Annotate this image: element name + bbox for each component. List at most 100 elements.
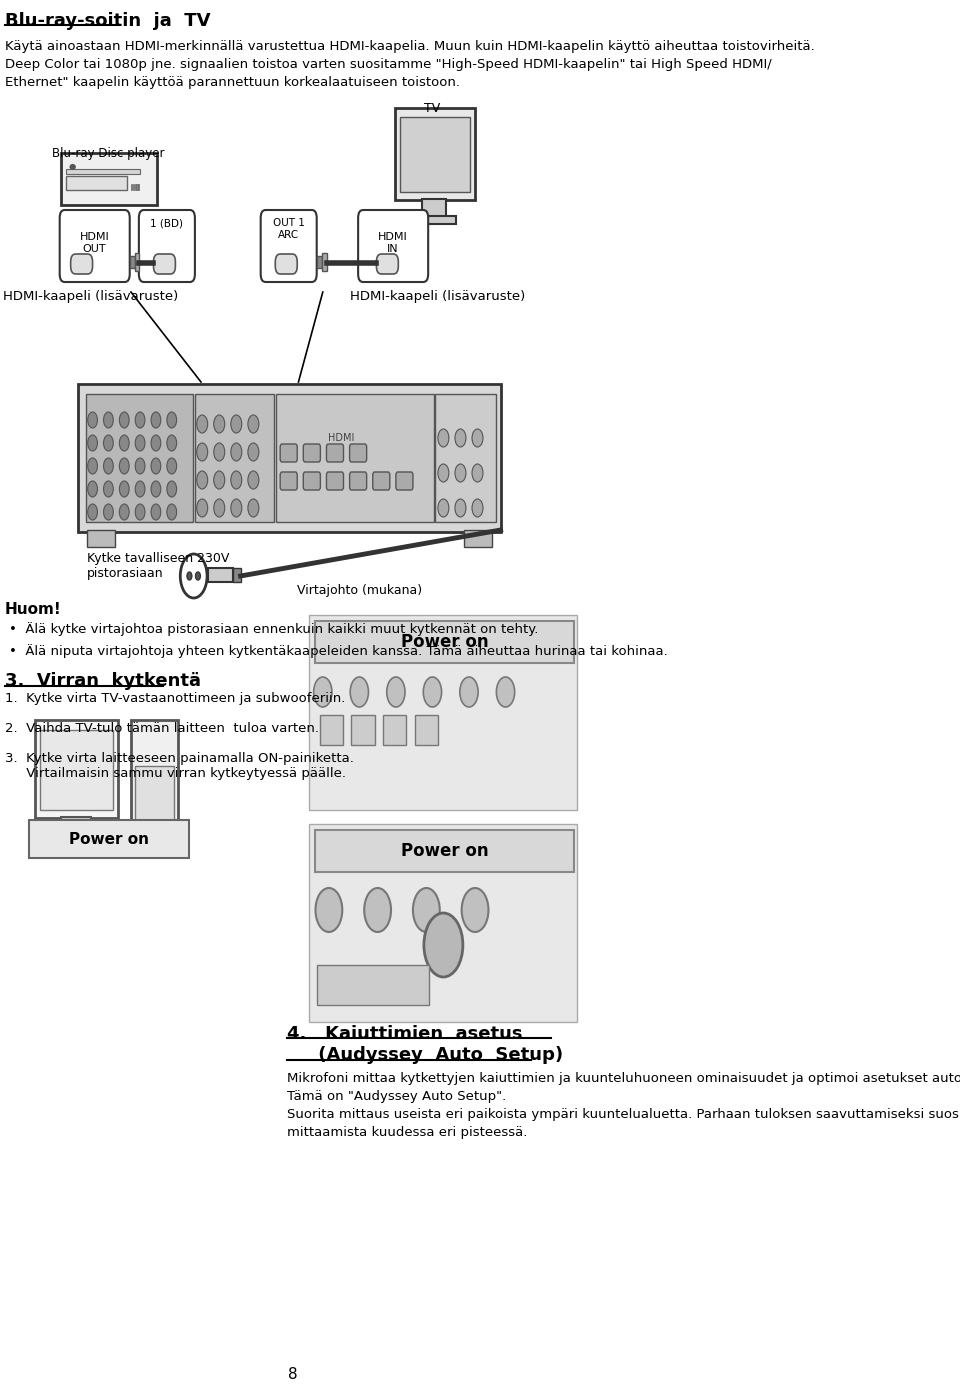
- Bar: [276, 393, 434, 522]
- FancyBboxPatch shape: [303, 472, 321, 490]
- Circle shape: [167, 482, 177, 497]
- Bar: [131, 183, 132, 190]
- Circle shape: [214, 498, 225, 517]
- Bar: [134, 183, 135, 190]
- Circle shape: [462, 888, 489, 932]
- Circle shape: [87, 482, 98, 497]
- FancyBboxPatch shape: [372, 472, 390, 490]
- Circle shape: [423, 678, 442, 707]
- Circle shape: [248, 498, 259, 517]
- Bar: [131, 720, 179, 832]
- Text: Power on: Power on: [69, 832, 149, 847]
- Text: Käytä ainoastaan HDMI-merkinnällä varustettua HDMI-kaapelia. Muun kuin HDMI-kaap: Käytä ainoastaan HDMI-merkinnällä varust…: [5, 41, 815, 53]
- Bar: [464, 531, 492, 547]
- Text: 4.   Kaiuttimien  asetus
     (Audyssey  Auto  Setup): 4. Kaiuttimien asetus (Audyssey Auto Set…: [287, 1025, 564, 1064]
- Circle shape: [230, 470, 242, 489]
- Circle shape: [167, 458, 177, 475]
- Circle shape: [104, 435, 113, 451]
- Bar: [413, 216, 456, 224]
- FancyBboxPatch shape: [139, 210, 195, 281]
- Circle shape: [119, 504, 130, 519]
- Circle shape: [151, 412, 160, 428]
- Circle shape: [230, 414, 242, 433]
- Circle shape: [135, 504, 145, 519]
- Text: ●: ●: [68, 162, 76, 171]
- Bar: [316, 622, 574, 664]
- Bar: [351, 715, 374, 745]
- Circle shape: [151, 435, 160, 451]
- Text: •  Älä niputa virtajohtoja yhteen kytkentäkaapeleiden kanssa. Tämä aiheuttaa hur: • Älä niputa virtajohtoja yhteen kytkent…: [9, 644, 667, 658]
- Circle shape: [135, 412, 145, 428]
- Circle shape: [472, 498, 483, 517]
- Circle shape: [119, 482, 130, 497]
- Bar: [36, 720, 117, 818]
- Circle shape: [151, 504, 160, 519]
- Circle shape: [197, 442, 207, 461]
- Bar: [399, 118, 470, 192]
- FancyBboxPatch shape: [396, 472, 413, 490]
- Bar: [135, 766, 174, 825]
- Bar: [134, 253, 139, 272]
- Circle shape: [167, 504, 177, 519]
- Bar: [320, 715, 343, 745]
- Text: HDMI
OUT: HDMI OUT: [80, 232, 109, 253]
- Text: OUT 1
ARC: OUT 1 ARC: [273, 218, 304, 239]
- Bar: [60, 818, 91, 832]
- Text: Deep Color tai 1080p jne. signaalien toistoa varten suositamme "High-Speed HDMI-: Deep Color tai 1080p jne. signaalien toi…: [5, 57, 772, 71]
- Bar: [316, 830, 574, 872]
- Text: Blu-ray-soitin  ja  TV: Blu-ray-soitin ja TV: [5, 13, 210, 29]
- Circle shape: [248, 442, 259, 461]
- Bar: [87, 531, 114, 547]
- Text: Mikrofoni mittaa kytkettyjen kaiuttimien ja kuunteluhuoneen ominaisuudet ja opti: Mikrofoni mittaa kytkettyjen kaiuttimien…: [287, 1072, 960, 1140]
- Text: Ethernet" kaapelin käyttöä parannettuun korkealaatuiseen toistoon.: Ethernet" kaapelin käyttöä parannettuun …: [5, 76, 460, 90]
- Text: HDMI-kaapeli (lisävaruste): HDMI-kaapeli (lisävaruste): [3, 290, 178, 302]
- Circle shape: [87, 458, 98, 475]
- Bar: [422, 199, 446, 217]
- Circle shape: [167, 435, 177, 451]
- Bar: [309, 825, 577, 1022]
- Circle shape: [248, 470, 259, 489]
- Bar: [66, 169, 140, 174]
- Bar: [29, 820, 189, 858]
- Text: •  Älä kytke virtajohtoa pistorasiaan ennenkuin kaikki muut kytkennät on tehty.: • Älä kytke virtajohtoa pistorasiaan enn…: [9, 622, 538, 636]
- Circle shape: [197, 470, 207, 489]
- Bar: [39, 729, 112, 811]
- Circle shape: [87, 412, 98, 428]
- Bar: [60, 153, 157, 204]
- Bar: [195, 393, 274, 522]
- Bar: [207, 568, 233, 582]
- Circle shape: [104, 458, 113, 475]
- Text: 8: 8: [288, 1366, 298, 1382]
- Circle shape: [135, 458, 145, 475]
- Text: HDMI-kaapeli (lisävaruste): HDMI-kaapeli (lisävaruste): [350, 290, 525, 302]
- FancyBboxPatch shape: [349, 444, 367, 462]
- Text: TV: TV: [424, 102, 441, 115]
- Circle shape: [87, 504, 98, 519]
- Circle shape: [248, 414, 259, 433]
- Text: 1 (BD): 1 (BD): [151, 218, 183, 228]
- Circle shape: [472, 428, 483, 447]
- Circle shape: [151, 482, 160, 497]
- Bar: [138, 183, 139, 190]
- Bar: [66, 176, 127, 190]
- Bar: [317, 965, 429, 1005]
- Circle shape: [180, 554, 207, 598]
- Circle shape: [197, 498, 207, 517]
- Circle shape: [438, 498, 449, 517]
- Text: Blu-ray Disc player: Blu-ray Disc player: [52, 147, 165, 160]
- Circle shape: [438, 463, 449, 482]
- Circle shape: [135, 482, 145, 497]
- Text: Virtajohto (mukana): Virtajohto (mukana): [298, 584, 422, 596]
- FancyBboxPatch shape: [276, 253, 298, 274]
- Circle shape: [496, 678, 515, 707]
- Bar: [383, 715, 406, 745]
- Circle shape: [119, 412, 130, 428]
- Bar: [78, 384, 501, 532]
- Circle shape: [460, 678, 478, 707]
- Circle shape: [214, 414, 225, 433]
- Text: 3.  Kytke virta laitteeseen painamalla ON-painiketta.
     Virtailmaisin sammu v: 3. Kytke virta laitteeseen painamalla ON…: [5, 752, 353, 780]
- Circle shape: [214, 470, 225, 489]
- Circle shape: [364, 888, 391, 932]
- Circle shape: [119, 458, 130, 475]
- Text: Power on: Power on: [401, 633, 489, 651]
